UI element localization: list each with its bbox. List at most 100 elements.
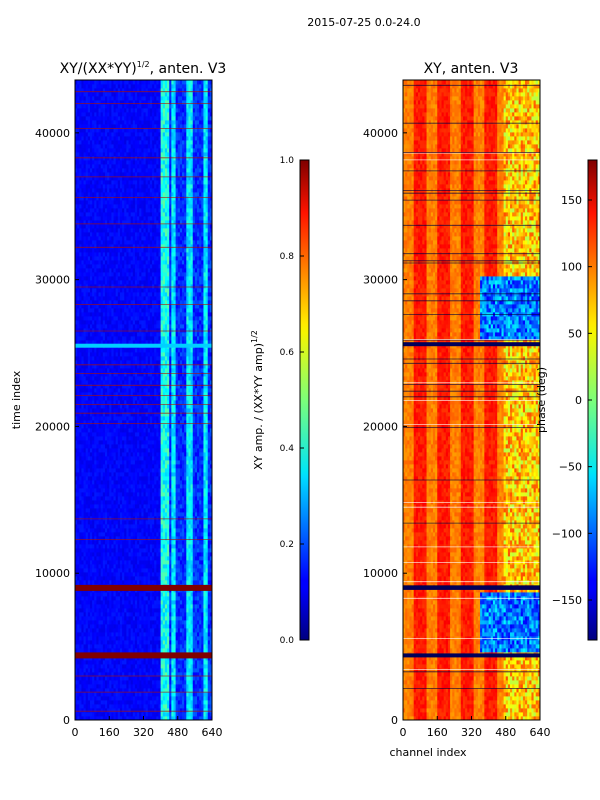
heatmap-cell [175, 432, 179, 437]
heatmap-cell [83, 616, 87, 621]
heatmap-cell [107, 604, 110, 609]
heatmap-cell [130, 464, 134, 469]
heatmap-cell [156, 496, 159, 501]
heatmap-cell [89, 648, 93, 653]
heatmap-cell [75, 532, 78, 537]
heatmap-cell [173, 484, 177, 489]
heatmap-cell [87, 468, 91, 473]
heatmap-cell [104, 660, 108, 665]
heatmap-cell [205, 624, 209, 629]
heatmap-cell [162, 408, 166, 413]
heatmap-cell [184, 416, 187, 421]
heatmap-cell [177, 636, 181, 641]
heatmap-cell [137, 476, 140, 481]
heatmap-cell [85, 540, 89, 545]
heatmap-cell [205, 580, 209, 585]
heatmap-cell [143, 544, 147, 549]
heatmap-cell [207, 596, 211, 601]
heatmap-cell [192, 424, 196, 429]
heatmap-cell [139, 644, 142, 649]
heatmap-cell [139, 712, 142, 717]
heatmap-cell [156, 468, 159, 473]
heatmap-cell [117, 436, 121, 441]
heatmap-cell [179, 576, 183, 581]
heatmap-cell [205, 596, 209, 601]
heatmap-cell [113, 452, 117, 457]
heatmap-cell [83, 644, 87, 649]
heatmap-cell [149, 452, 153, 457]
heatmap-cell [152, 516, 155, 521]
heatmap-cell [158, 420, 162, 425]
heatmap-cell [152, 508, 155, 513]
heatmap-cell [175, 428, 179, 433]
heatmap-cell [149, 596, 153, 601]
heatmap-cell [107, 548, 110, 553]
heatmap-cell [156, 684, 159, 689]
heatmap-cell [83, 420, 87, 425]
heatmap-cell [205, 456, 209, 461]
heatmap-cell [188, 636, 191, 641]
heatmap-cell [119, 476, 123, 481]
heatmap-cell [179, 472, 183, 477]
heatmap-cell [143, 644, 147, 649]
heatmap-cell [109, 568, 112, 573]
heatmap-cell [194, 644, 198, 649]
heatmap-cell [171, 536, 174, 541]
heatmap-cell [139, 496, 142, 501]
heatmap-cell [137, 692, 140, 697]
heatmap-cell [89, 452, 93, 457]
heatmap-cell [89, 512, 93, 517]
heatmap-cell [160, 452, 164, 457]
heatmap-cell [79, 520, 82, 525]
heatmap-cell [77, 488, 80, 493]
heatmap-cell [141, 440, 144, 445]
heatmap-cell [117, 632, 121, 637]
heatmap-cell [190, 496, 194, 501]
heatmap-cell [192, 492, 196, 497]
heatmap-cell [154, 592, 157, 597]
heatmap-cell [143, 552, 147, 557]
heatmap-cell [83, 548, 87, 553]
heatmap-cell [89, 544, 93, 549]
heatmap-cell [154, 440, 157, 445]
heatmap-cell [139, 492, 142, 497]
heatmap-cell [145, 492, 149, 497]
heatmap-cell [132, 464, 136, 469]
heatmap-cell [137, 504, 140, 509]
heatmap-cell [152, 700, 155, 705]
heatmap-cell [139, 624, 142, 629]
heatmap-cell [77, 596, 80, 601]
heatmap-cell [182, 548, 185, 553]
heatmap-cell [113, 680, 117, 685]
heatmap-cell [79, 404, 82, 409]
heatmap-cell [128, 624, 132, 629]
heatmap-cell [145, 696, 149, 701]
heatmap-cell [122, 592, 125, 597]
heatmap-cell [77, 532, 80, 537]
heatmap-cell [134, 500, 138, 505]
heatmap-cell [77, 692, 80, 697]
heatmap-cell [169, 600, 172, 605]
heatmap-cell [81, 416, 84, 421]
heatmap-cell [173, 712, 177, 717]
heatmap-cell [158, 596, 162, 601]
heatmap-cell [175, 600, 179, 605]
heatmap-cell [109, 708, 112, 713]
heatmap-cell [201, 480, 204, 485]
heatmap-cell [160, 468, 164, 473]
heatmap-cell [109, 572, 112, 577]
heatmap-cell [113, 412, 117, 417]
heatmap-cell [81, 412, 84, 417]
heatmap-cell [152, 688, 155, 693]
heatmap-cell [128, 508, 132, 513]
heatmap-cell [85, 504, 89, 509]
heatmap-cell [192, 592, 196, 597]
heatmap-cell [113, 664, 117, 669]
heatmap-cell [94, 668, 97, 673]
heatmap-cell [87, 708, 91, 713]
heatmap-cell [119, 540, 123, 545]
heatmap-cell [201, 612, 204, 617]
heatmap-cell [154, 532, 157, 537]
heatmap-cell [83, 712, 87, 717]
heatmap-cell [160, 700, 164, 705]
